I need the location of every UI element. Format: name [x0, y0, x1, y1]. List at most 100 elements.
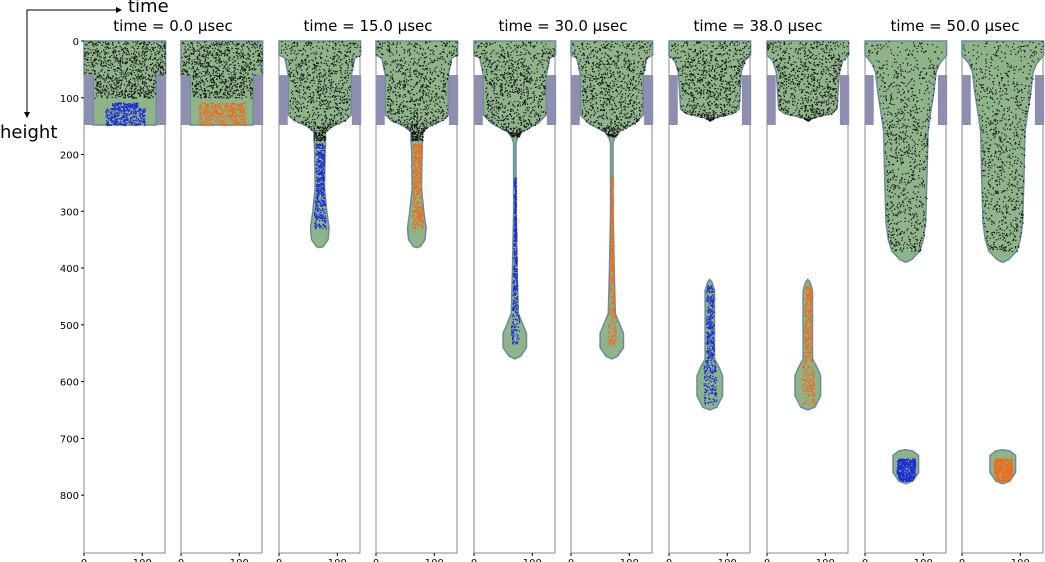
particle-dark: [114, 68, 116, 71]
particle-blue: [131, 106, 133, 108]
particle-dark: [193, 94, 196, 97]
particle-dark: [253, 44, 255, 46]
particle-dark: [292, 49, 294, 51]
particle-orange: [214, 110, 216, 113]
particle-dark: [301, 110, 303, 112]
particle-dark: [334, 70, 336, 73]
particle-dark: [147, 91, 149, 93]
particle-dark: [397, 65, 399, 67]
particle-blue: [321, 184, 324, 186]
particle-dark: [426, 69, 428, 71]
particle-dark: [139, 86, 141, 88]
particle-dark: [252, 56, 254, 58]
particle-dark: [418, 135, 420, 137]
particle-dark: [422, 90, 424, 92]
particle-blue: [132, 106, 134, 108]
particle-blue: [324, 212, 326, 214]
particle-dark: [427, 86, 429, 88]
particle-dark: [437, 121, 439, 123]
particle-orange: [233, 110, 235, 112]
particle-dark: [319, 139, 322, 141]
particle-dark: [342, 96, 344, 98]
particle-dark: [118, 79, 120, 81]
particle-blue: [111, 121, 113, 124]
particle-dark: [95, 44, 97, 46]
particle-blue: [322, 204, 325, 206]
particle-dark: [396, 104, 398, 106]
particle-orange: [230, 124, 232, 127]
particle-orange: [244, 118, 246, 121]
particle-dark: [308, 95, 311, 97]
particle-orange: [236, 114, 238, 117]
particle-dark: [403, 105, 405, 107]
particle-dark: [234, 74, 236, 76]
particle-blue: [315, 213, 317, 215]
particle-dark: [108, 80, 111, 83]
particle-dark: [341, 59, 343, 61]
particle-dark: [132, 96, 135, 98]
particle-dark: [245, 68, 247, 70]
particle-dark: [437, 98, 440, 100]
particle-dark: [319, 72, 321, 74]
particle-orange: [230, 105, 232, 108]
particle-dark: [442, 109, 444, 111]
particle-orange: [209, 117, 211, 119]
particle-dark: [427, 63, 429, 65]
particle-blue: [322, 201, 325, 203]
particle-blue: [322, 176, 325, 178]
particle-dark: [306, 45, 308, 47]
particle-blue: [321, 172, 323, 174]
particle-dark: [383, 62, 385, 64]
particle-dark: [107, 82, 109, 84]
particle-dark: [154, 54, 156, 56]
particle-blue: [322, 180, 325, 182]
particle-dark: [157, 69, 159, 71]
particle-orange: [240, 105, 243, 107]
particle-dark: [95, 79, 97, 81]
particle-dark: [95, 58, 98, 60]
particle-dark: [205, 93, 207, 95]
particle-dark: [182, 42, 184, 44]
particle-dark: [160, 46, 162, 48]
particle-dark: [320, 138, 322, 140]
particle-dark: [244, 54, 246, 56]
particle-dark: [421, 128, 423, 130]
particle-dark: [307, 121, 309, 123]
particle-dark: [203, 84, 205, 86]
particle-blue: [316, 198, 318, 201]
particle-dark: [230, 80, 232, 82]
particle-dark: [310, 43, 313, 45]
particle-dark: [285, 59, 287, 61]
particle-dark: [101, 96, 103, 98]
particle-blue: [315, 226, 317, 229]
particle-dark: [404, 86, 406, 88]
particle-dark: [408, 42, 411, 44]
particle-orange: [207, 105, 209, 107]
particle-dark: [255, 44, 257, 46]
particle-dark: [359, 46, 361, 48]
particle-dark: [236, 44, 238, 46]
particle-dark: [299, 67, 301, 69]
particle-blue: [120, 123, 122, 126]
particle-orange: [240, 115, 242, 117]
particle-dark: [250, 61, 252, 63]
particle-dark: [326, 126, 328, 128]
particle-dark: [95, 50, 97, 52]
particle-dark: [333, 116, 336, 118]
particle-blue: [122, 106, 124, 109]
particle-blue: [317, 183, 320, 186]
particle-dark: [108, 44, 110, 46]
particle-dark: [296, 71, 298, 73]
particle-blue: [321, 169, 324, 171]
particle-dark: [299, 77, 301, 79]
particle-dark: [337, 108, 339, 110]
particle-dark: [392, 91, 394, 94]
particle-blue: [324, 208, 326, 211]
particle-dark: [391, 117, 393, 119]
particle-dark: [196, 88, 198, 90]
particle-blue: [318, 192, 320, 195]
particle-dark: [331, 126, 333, 128]
particle-dark: [107, 47, 110, 49]
particle-dark: [389, 50, 391, 52]
particle-dark: [223, 76, 225, 78]
